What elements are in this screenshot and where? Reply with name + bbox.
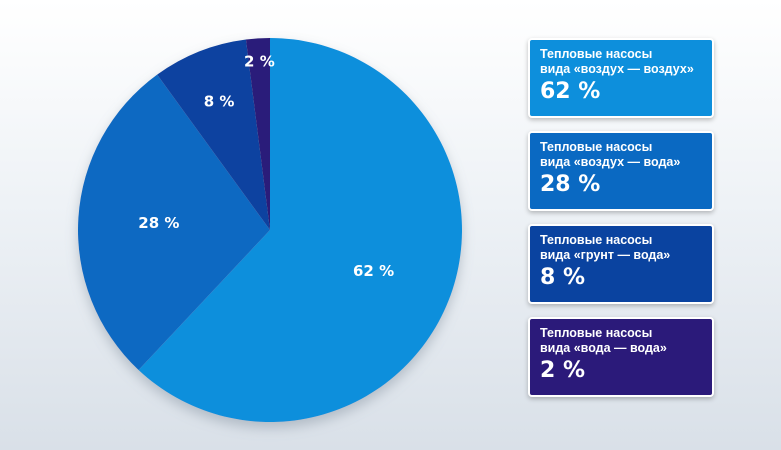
legend-line-2: вида «воздух — вода» [540,155,681,169]
slice-value-label: 62 % [353,262,394,280]
legend-line-1: Тепловые насосы [540,233,653,247]
legend-item-air-air: Тепловые насосы вида «воздух — воздух» 6… [528,38,714,118]
legend-line-1: Тепловые насосы [540,326,653,340]
slice-value-label: 28 % [138,214,179,232]
legend-line-1: Тепловые насосы [540,140,653,154]
slice-value-label: 2 % [244,52,275,70]
pie-slice [157,39,270,230]
pie-slice [245,38,270,230]
legend-line-1: Тепловые насосы [540,47,653,61]
legend-value: 28 % [540,172,601,197]
pie-slice [77,74,270,370]
legend-item-water-water: Тепловые насосы вида «вода — вода» 2 % [528,317,714,397]
legend-item-air-water: Тепловые насосы вида «воздух — вода» 28 … [528,131,714,211]
legend: Тепловые насосы вида «воздух — воздух» 6… [528,38,714,410]
legend-line-2: вида «вода — вода» [540,341,667,355]
legend-line-2: вида «воздух — воздух» [540,62,694,76]
legend-value: 8 % [540,265,586,290]
legend-value: 62 % [540,79,601,104]
slice-value-label: 8 % [204,92,235,110]
pie-slice [138,38,462,422]
legend-value: 2 % [540,358,586,383]
legend-line-2: вида «грунт — вода» [540,248,671,262]
legend-item-ground-water: Тепловые насосы вида «грунт — вода» 8 % [528,224,714,304]
